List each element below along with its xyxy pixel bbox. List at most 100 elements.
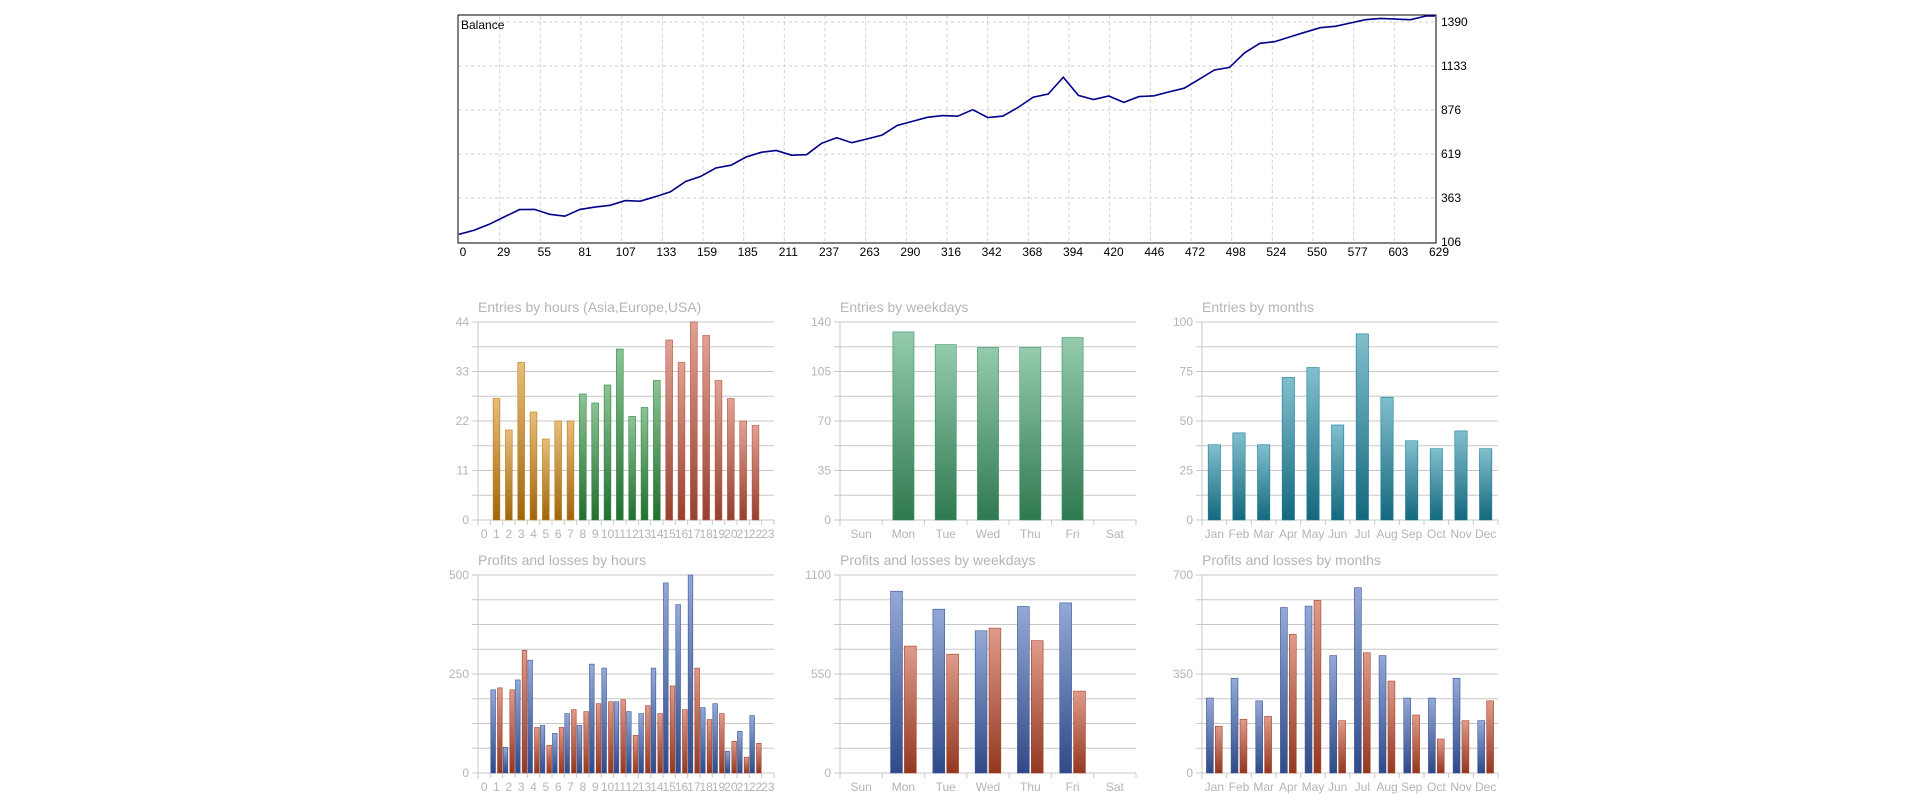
profits-losses-by-weekdays-chart: Profits and losses by weekdays 0 550 1100 S… <box>805 552 1137 794</box>
profit-bar <box>1428 697 1436 774</box>
profit-bar <box>1280 607 1288 774</box>
loss-bar <box>1387 680 1396 774</box>
balance-x-tick-label: 446 <box>1144 245 1164 259</box>
balance-y-ticks: 106 363 619 876 1133 1390 <box>1441 15 1468 249</box>
loss-bar <box>682 709 688 774</box>
loss-bar <box>1412 714 1420 774</box>
loss-bar <box>534 727 540 774</box>
bar <box>1405 440 1419 521</box>
profit-bar <box>527 659 533 774</box>
balance-x-tick-label: 577 <box>1348 245 1368 259</box>
profit-bar <box>502 746 509 774</box>
x-tick-label: 23 <box>761 780 775 794</box>
balance-x-tick-label: 342 <box>982 245 1002 259</box>
balance-title: Balance <box>461 18 505 32</box>
y-tick-label: 100 <box>1173 315 1193 329</box>
profit-bar <box>589 663 595 774</box>
profit-bar <box>1403 697 1411 774</box>
profit-bar <box>576 725 583 774</box>
profit-bar <box>1477 720 1485 774</box>
x-tick-label: 1 <box>493 780 500 794</box>
x-tick-label: Mon <box>892 780 915 794</box>
loss-bar <box>509 689 515 774</box>
balance-y-tick-label: 1133 <box>1441 59 1467 73</box>
balance-y-tick-label: 1390 <box>1441 15 1468 29</box>
profit-bar <box>890 590 903 774</box>
balance-x-tick-label: 133 <box>656 245 676 259</box>
x-tick-label: Oct <box>1427 527 1446 541</box>
y-tick-label: 44 <box>456 315 470 329</box>
bar <box>492 398 501 521</box>
x-tick-label: Tue <box>936 780 957 794</box>
loss-bar <box>743 756 750 774</box>
x-tick-label: Fri <box>1066 527 1080 541</box>
entries-by-months-title: Entries by months <box>1202 299 1314 315</box>
balance-x-tick-label: 107 <box>616 245 636 259</box>
y-tick-label: 0 <box>1186 766 1193 780</box>
loss-bar <box>694 667 700 774</box>
x-tick-label: Sun <box>850 527 871 541</box>
x-tick-label: 22 <box>749 527 763 541</box>
x-tick-label: 5 <box>542 780 549 794</box>
x-tick-label: Dec <box>1475 780 1496 794</box>
x-tick-label: 3 <box>518 527 525 541</box>
x-tick-label: 11 <box>614 527 627 541</box>
x-tick-label: 16 <box>675 780 689 794</box>
x-tick-label: Sep <box>1401 527 1423 541</box>
x-tick-label: 2 <box>505 780 512 794</box>
bar <box>505 429 513 521</box>
x-tick-label: 0 <box>481 527 488 541</box>
bar <box>977 347 999 521</box>
bar <box>640 407 649 521</box>
loss-bar <box>546 744 552 774</box>
x-tick-label: 1 <box>493 527 500 541</box>
bar <box>1331 424 1345 521</box>
loss-bar <box>521 649 528 774</box>
profit-bar <box>1304 605 1313 774</box>
y-tick-label: 33 <box>456 365 470 379</box>
balance-x-tick-label: 211 <box>779 245 798 259</box>
entries-by-hours-chart: Entries by hours (Asia,Europe,USA) 01122… <box>456 299 775 541</box>
loss-bar <box>1461 720 1470 774</box>
bar <box>1380 396 1394 521</box>
loss-bar <box>1073 690 1086 774</box>
loss-bar <box>669 685 676 774</box>
bar <box>892 331 915 521</box>
y-tick-label: 0 <box>462 513 469 527</box>
balance-x-tick-label: 394 <box>1063 245 1083 259</box>
x-tick-label: Apr <box>1279 780 1298 794</box>
balance-y-tick-label: 876 <box>1441 103 1461 117</box>
loss-bar <box>1264 716 1272 774</box>
balance-line <box>458 15 1435 236</box>
loss-bar <box>1437 738 1445 774</box>
loss-bar <box>988 627 1002 774</box>
loss-bar <box>558 727 565 774</box>
balance-x-tick-label: 237 <box>819 245 839 259</box>
bar <box>665 339 673 521</box>
x-tick-label: 13 <box>638 527 652 541</box>
bar <box>653 380 661 521</box>
x-tick-label: 22 <box>749 780 763 794</box>
loss-bar <box>706 719 713 774</box>
profit-bar <box>1206 697 1214 774</box>
y-tick-label: 11 <box>457 464 470 478</box>
loss-bar <box>1338 720 1346 774</box>
x-tick-label: Jul <box>1355 780 1370 794</box>
x-tick-label: Nov <box>1450 780 1471 794</box>
x-tick-label: 9 <box>592 527 599 541</box>
loss-bar <box>657 713 663 774</box>
loss-bar <box>620 699 626 774</box>
profit-bar <box>712 703 718 774</box>
loss-bar <box>1030 640 1044 774</box>
y-tick-label: 0 <box>824 766 831 780</box>
balance-x-tick-label: 263 <box>860 245 880 259</box>
x-tick-label: 12 <box>625 527 639 541</box>
x-tick-label: Sat <box>1106 527 1125 541</box>
bar <box>714 380 723 521</box>
bar <box>517 362 525 521</box>
x-tick-label: 20 <box>724 780 738 794</box>
x-tick-label: 23 <box>761 527 775 541</box>
profit-bar <box>638 713 644 774</box>
profit-bar <box>490 689 496 774</box>
x-tick-label: Feb <box>1229 527 1250 541</box>
